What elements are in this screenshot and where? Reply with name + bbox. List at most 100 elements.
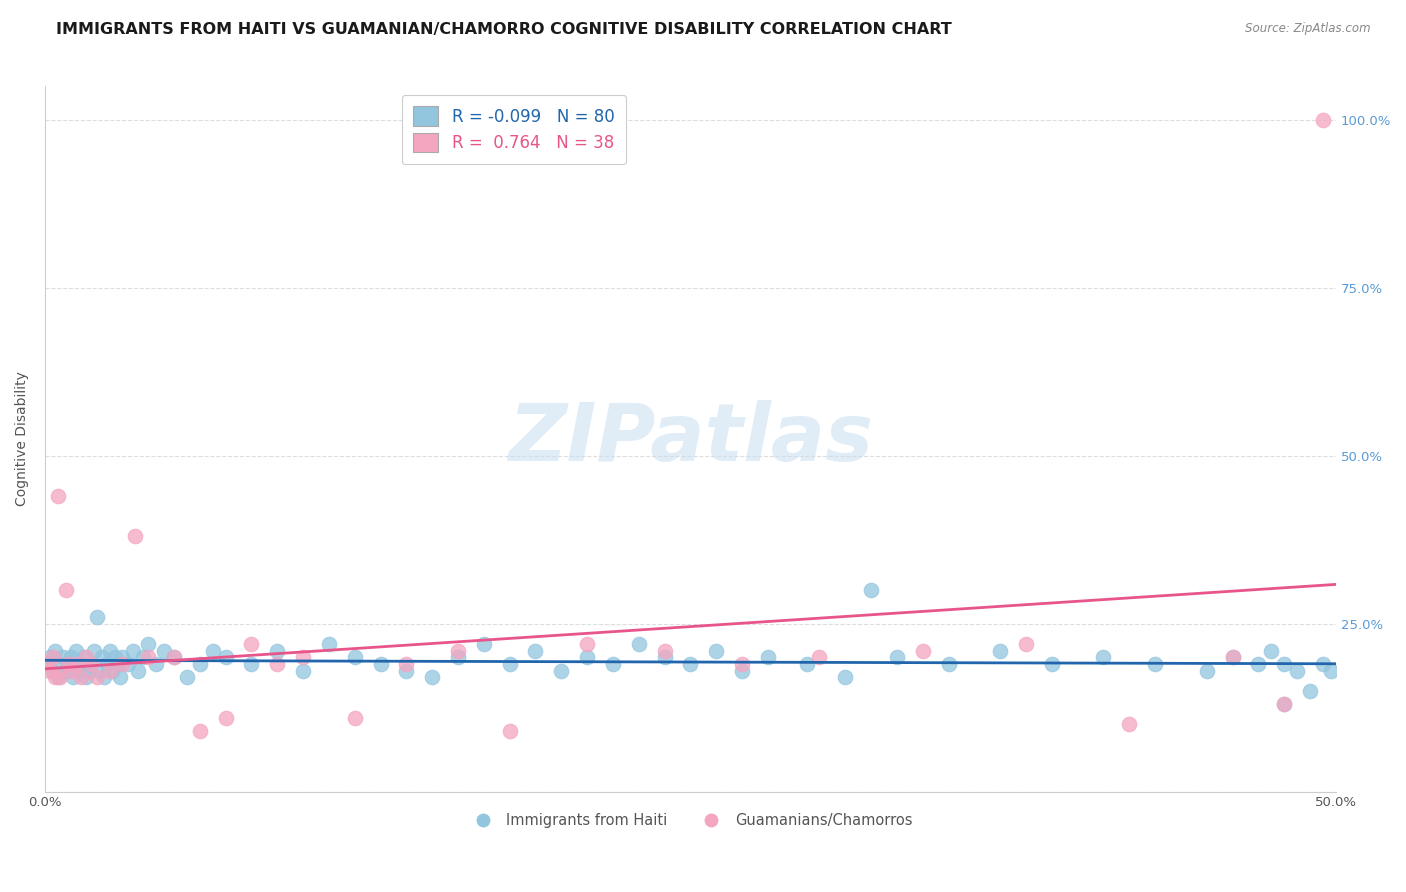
Point [679,657,702,671]
Point [80,657,103,671]
Point [292,664,315,678]
Point [44,643,66,657]
Point [101,664,124,678]
Point [576,637,599,651]
Point [152,643,174,657]
Point [44,670,66,684]
Point [67,664,90,678]
Point [59,664,82,678]
Point [988,643,1011,657]
Point [49,657,72,671]
Point [911,643,934,657]
Point [938,657,960,671]
Point [145,657,167,671]
Point [163,650,186,665]
Point [46,489,69,503]
Point [55,664,77,678]
Point [98,664,121,678]
Point [654,643,676,657]
Point [447,650,470,665]
Point [1286,664,1309,678]
Point [1247,657,1270,671]
Point [70,657,93,671]
Point [124,529,146,543]
Point [37,657,59,671]
Point [104,650,127,665]
Point [215,711,238,725]
Point [1299,684,1322,698]
Point [105,657,128,671]
Point [1312,112,1334,127]
Point [188,724,211,739]
Point [39,664,62,678]
Legend: Immigrants from Haiti, Guamanians/Chamorros: Immigrants from Haiti, Guamanians/Chamor… [463,807,918,834]
Point [550,664,572,678]
Point [73,650,96,665]
Point [80,657,103,671]
Point [1222,650,1244,665]
Point [70,670,93,684]
Point [240,657,263,671]
Point [834,670,856,684]
Point [447,643,470,657]
Point [343,711,366,725]
Point [731,664,754,678]
Point [1195,664,1218,678]
Point [59,650,82,665]
Point [75,650,97,665]
Point [108,670,131,684]
Point [886,650,908,665]
Point [46,670,69,684]
Point [136,650,159,665]
Point [41,664,63,678]
Text: IMMIGRANTS FROM HAITI VS GUAMANIAN/CHAMORRO COGNITIVE DISABILITY CORRELATION CHA: IMMIGRANTS FROM HAITI VS GUAMANIAN/CHAMO… [56,22,952,37]
Point [176,670,198,684]
Point [395,664,418,678]
Point [1222,650,1244,665]
Point [215,650,238,665]
Point [62,670,84,684]
Point [86,670,108,684]
Point [41,650,63,665]
Point [654,650,676,665]
Point [808,650,831,665]
Point [77,664,100,678]
Point [1118,717,1140,731]
Point [132,650,155,665]
Point [96,657,118,671]
Point [266,657,288,671]
Point [58,657,80,671]
Point [1312,657,1334,671]
Point [86,610,108,624]
Text: ZIPatlas: ZIPatlas [508,400,873,478]
Point [89,664,111,678]
Point [98,643,121,657]
Point [266,643,288,657]
Point [318,637,340,651]
Point [117,657,139,671]
Point [1260,643,1282,657]
Point [121,643,143,657]
Point [240,637,263,651]
Point [201,643,224,657]
Point [49,670,72,684]
Point [860,583,883,598]
Point [58,657,80,671]
Point [52,650,75,665]
Point [395,657,418,671]
Point [524,643,547,657]
Point [576,650,599,665]
Point [1144,657,1167,671]
Point [1272,657,1295,671]
Point [292,650,315,665]
Point [65,643,87,657]
Point [1092,650,1115,665]
Point [796,657,818,671]
Point [731,657,754,671]
Point [498,657,520,671]
Point [55,583,77,598]
Point [472,637,495,651]
Point [93,670,115,684]
Point [188,657,211,671]
Point [1319,664,1341,678]
